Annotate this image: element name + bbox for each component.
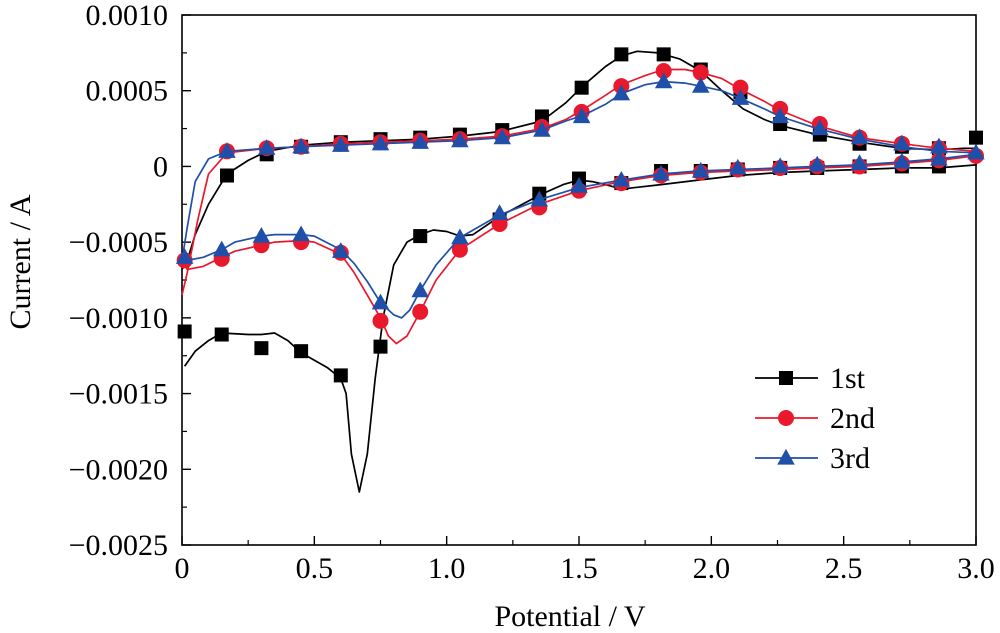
data-point [570,177,588,193]
y-axis-title: Current / A [4,194,37,329]
data-point [612,170,631,187]
x-tick-label: 2.5 [825,552,863,585]
series-2nd [176,63,984,345]
data-point [574,80,589,95]
data-point [692,64,709,81]
data-point [572,107,591,124]
data-point [451,241,468,258]
data-point [212,240,231,257]
series-layer [175,47,985,493]
data-point [219,168,234,183]
data-point [254,341,269,356]
ticks-layer: 0 0.5 1.0 1.5 2.0 2.5 3.0 0.0010 0.0005 0 −0.0005 −… [69,0,995,585]
x-tick-label: 2.0 [693,552,731,585]
data-point [655,63,672,80]
data-point [294,344,309,359]
data-point [729,158,747,175]
legend-label-1st: 1st [830,362,866,395]
y-tick-label: −0.0010 [69,302,168,335]
data-point [332,242,350,258]
data-point [292,225,310,242]
data-point [413,229,428,244]
data-point [732,79,749,96]
data-point [411,281,429,298]
x-tick-label: 0.5 [296,552,334,585]
data-point [656,47,671,62]
data-point [930,137,948,154]
data-point [175,248,194,264]
data-point [654,72,673,89]
data-point [371,134,390,151]
data-point [373,339,388,354]
data-point [969,130,983,145]
data-point [218,142,236,158]
data-point [893,152,911,169]
data-point [850,154,869,171]
data-point [493,128,511,145]
y-tick-label: 0.0005 [86,75,169,108]
data-point [451,228,469,245]
x-tick-label: 3.0 [957,552,995,585]
data-point [771,107,789,124]
legend: 1st 2nd 3rd [755,362,875,475]
legend-label-3rd: 3rd [830,442,870,475]
x-tick-label: 1.5 [560,552,598,585]
data-point [691,77,710,93]
data-point [731,89,750,105]
data-point [614,47,629,62]
data-point [411,133,429,149]
data-point [490,204,509,220]
y-tick-label: 0 [153,150,168,183]
data-point [333,368,348,383]
data-point [292,137,310,154]
data-point [808,155,826,172]
legend-label-2nd: 2nd [830,402,875,435]
data-point [811,119,829,136]
legend-marker-3rd [777,448,795,465]
data-point [893,134,911,151]
data-point [691,161,710,178]
data-point [771,157,789,174]
legend-marker-1st [779,371,793,385]
x-axis-title: Potential / V [494,600,645,633]
data-point [252,226,271,243]
series-line-1st [181,50,977,493]
data-point [967,143,985,160]
data-point [612,84,631,101]
y-tick-label: −0.0025 [69,529,168,562]
legend-marker-2nd [778,410,794,426]
data-point [451,131,469,148]
series-3rd [175,72,985,319]
data-point [930,149,948,166]
data-point [530,190,549,207]
data-point [177,324,192,339]
data-point [332,136,350,152]
data-point [652,164,670,181]
data-point [214,327,229,342]
x-tick-label: 0 [175,552,190,585]
series-line-3rd [181,80,977,319]
data-point [371,293,390,310]
data-point [257,139,276,155]
data-point [850,128,869,145]
y-tick-label: 0.0010 [86,0,169,32]
y-tick-label: −0.0020 [69,453,168,486]
data-point [533,120,551,137]
data-point [412,303,429,320]
data-point [372,312,389,329]
x-tick-label: 1.0 [428,552,466,585]
y-tick-label: −0.0005 [69,226,168,259]
y-tick-label: −0.0015 [69,378,168,411]
